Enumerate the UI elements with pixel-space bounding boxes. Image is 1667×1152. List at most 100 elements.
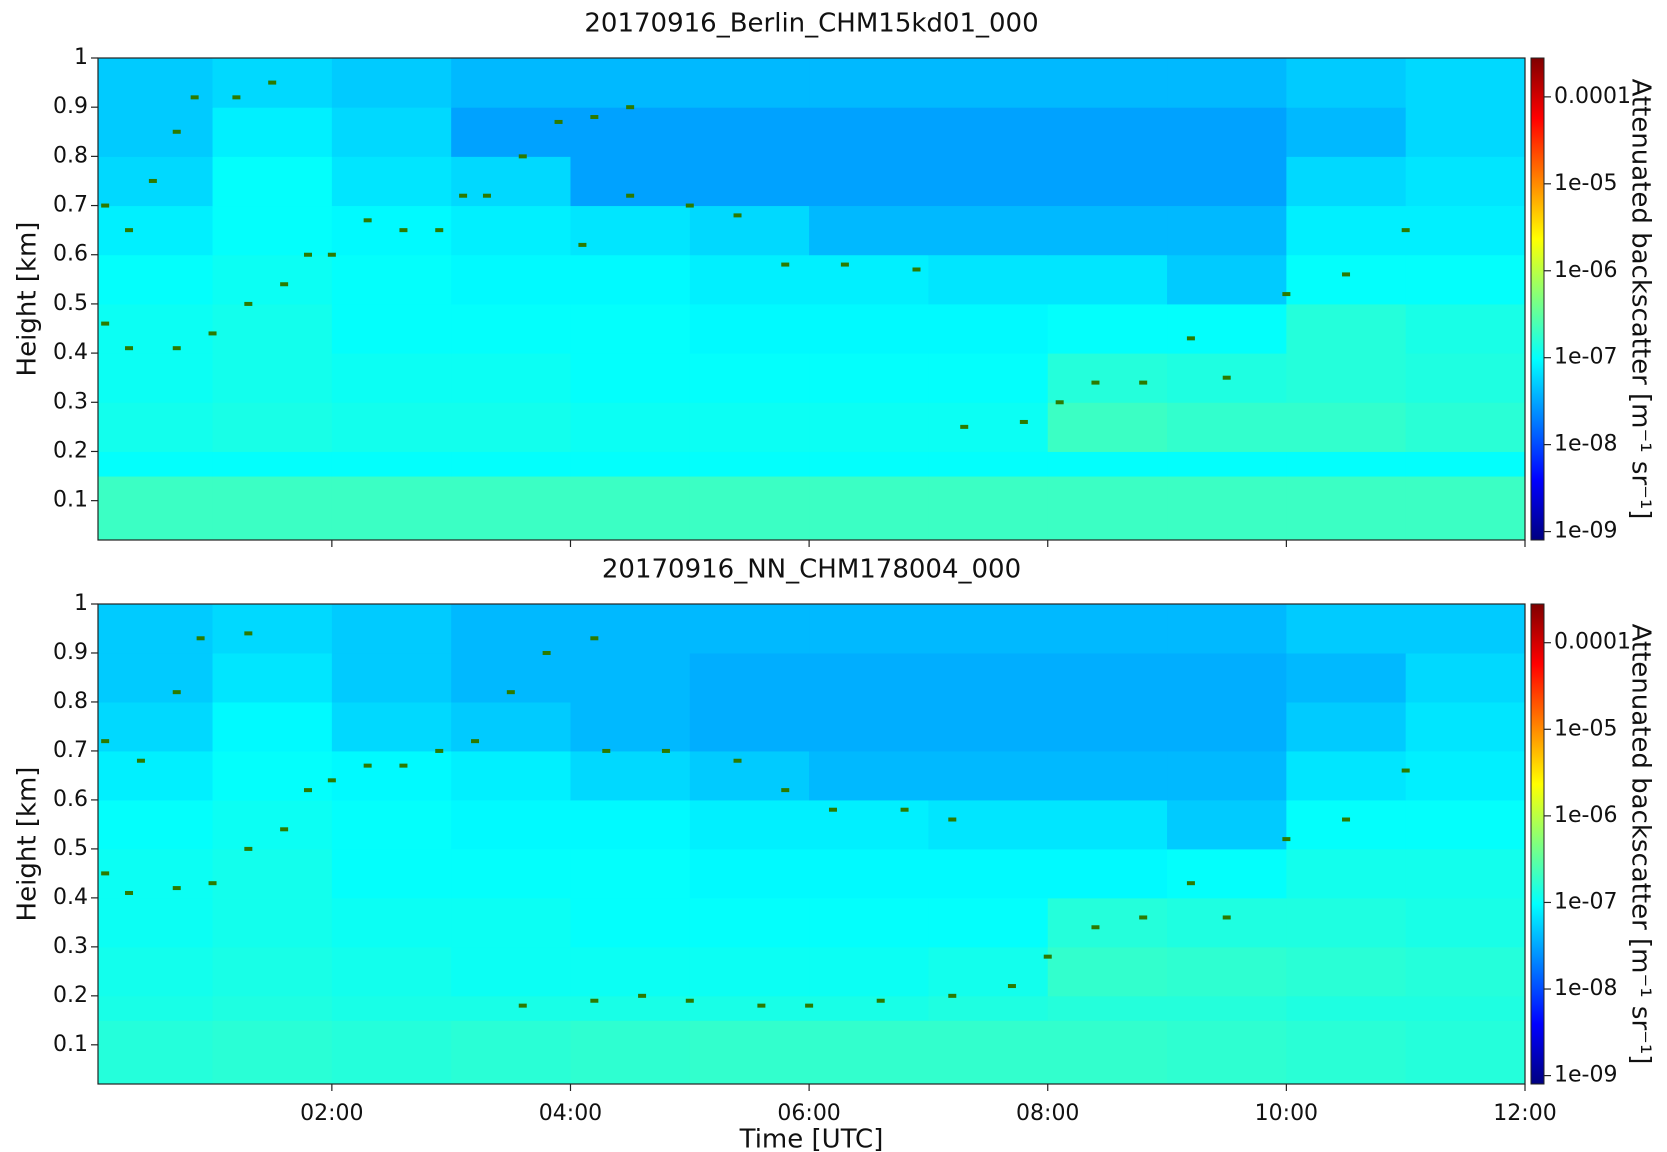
heatmap-cell xyxy=(98,1020,214,1085)
layer-point xyxy=(1282,837,1291,842)
colorbar xyxy=(1530,603,1545,1085)
layer-point xyxy=(280,282,289,287)
heatmap-cell xyxy=(809,799,929,850)
y-tick-label: 0.5 xyxy=(53,291,88,316)
heatmap-cell xyxy=(809,205,929,256)
y-tick-label: 0.3 xyxy=(53,934,88,959)
heatmap-cell xyxy=(928,58,1049,108)
heatmap-cell xyxy=(1286,1020,1407,1085)
heatmap-cell xyxy=(1405,652,1526,703)
layer-point xyxy=(101,739,110,744)
heatmap-cell xyxy=(331,604,452,654)
heatmap-cell xyxy=(809,476,929,541)
heatmap-cell xyxy=(689,604,810,654)
heatmap-cell xyxy=(1405,58,1526,108)
layer-point xyxy=(1222,915,1231,920)
layer-point xyxy=(590,998,599,1003)
layer-point xyxy=(101,871,110,876)
heatmap-cell xyxy=(98,254,214,305)
layer-point xyxy=(626,105,635,110)
heatmap-cell xyxy=(451,946,571,997)
heatmap-cell xyxy=(928,1020,1049,1085)
x-tick-label: 02:00 xyxy=(300,1101,363,1126)
layer-point xyxy=(435,748,444,753)
x-tick-label: 08:00 xyxy=(1016,1101,1079,1126)
heatmap-cell xyxy=(1286,353,1407,403)
heatmap-cell xyxy=(689,451,810,477)
heatmap-cell xyxy=(212,750,333,801)
heatmap-cell xyxy=(451,451,571,477)
heatmap-cell xyxy=(1405,451,1526,477)
heatmap-cell xyxy=(928,107,1049,157)
layer-point xyxy=(1055,400,1064,405)
layer-point xyxy=(1186,881,1195,886)
heatmap-cell xyxy=(689,897,810,948)
heatmap-cell xyxy=(689,476,810,541)
plot-frame xyxy=(97,57,1526,541)
heatmap-cell xyxy=(689,799,810,850)
heatmap-cell xyxy=(451,897,571,948)
layer-point xyxy=(1019,419,1028,424)
heatmap-cell xyxy=(570,897,691,948)
heatmap-cell xyxy=(1405,205,1526,256)
heatmap-cell xyxy=(689,652,810,703)
heatmap-cell xyxy=(1167,402,1287,452)
layer-point xyxy=(136,758,145,763)
heatmap-cell xyxy=(1286,476,1407,541)
heatmap-cell xyxy=(570,303,691,354)
heatmap-cell xyxy=(212,604,333,654)
heatmap-cell xyxy=(570,995,691,1021)
layer-point xyxy=(172,886,181,891)
heatmap-cell xyxy=(689,58,810,108)
layer-point xyxy=(900,807,909,812)
heatmap-cell xyxy=(1047,58,1168,108)
layer-point xyxy=(578,242,587,247)
chart-title: 20170916_NN_CHM178004_000 xyxy=(602,555,1021,585)
heatmap-cell xyxy=(1167,107,1287,157)
heatmap-cell xyxy=(98,353,214,403)
heatmap-cell xyxy=(98,58,214,108)
layer-point xyxy=(125,346,134,351)
heatmap-cell xyxy=(1167,750,1287,801)
layer-point xyxy=(590,115,599,120)
heatmap-cell xyxy=(1405,1020,1526,1085)
heatmap-cell xyxy=(1047,701,1168,752)
heatmap-cell xyxy=(570,750,691,801)
heatmap-cell xyxy=(451,107,571,157)
y-axis-label: Height [km] xyxy=(13,222,43,377)
heatmap-cell xyxy=(570,1020,691,1085)
heatmap-cell xyxy=(689,205,810,256)
heatmap-cell xyxy=(331,156,452,207)
colorbar-label: Attenuated backscatter [m⁻¹ sr⁻¹] xyxy=(1626,79,1656,520)
heatmap-cell xyxy=(570,799,691,850)
heatmap-cell xyxy=(1286,156,1407,207)
heatmap-cell xyxy=(1286,58,1407,108)
heatmap-cell xyxy=(928,254,1049,305)
heatmap-cell xyxy=(928,353,1049,403)
heatmap-cell xyxy=(98,107,214,157)
heatmap-cell xyxy=(689,303,810,354)
layer-point xyxy=(172,346,181,351)
heatmap-cell xyxy=(1405,897,1526,948)
heatmap-cell xyxy=(451,1020,571,1085)
layer-point xyxy=(196,636,205,641)
heatmap-cell xyxy=(1167,451,1287,477)
heatmap-cell xyxy=(212,897,333,948)
heatmap-cell xyxy=(331,254,452,305)
heatmap-cell xyxy=(212,476,333,541)
heatmap-cell xyxy=(1286,254,1407,305)
layer-point xyxy=(1222,375,1231,380)
layer-point xyxy=(482,193,491,198)
y-tick-label: 0.6 xyxy=(53,787,88,812)
layer-point xyxy=(948,817,957,822)
colorbar-tick-label: 0.0001 xyxy=(1554,84,1631,109)
layer-point xyxy=(542,650,551,655)
layer-point xyxy=(244,631,253,636)
heatmap-cell xyxy=(451,402,571,452)
x-axis-label: Time [UTC] xyxy=(739,1125,884,1152)
heatmap-cell xyxy=(1405,799,1526,850)
layer-point xyxy=(781,262,790,267)
heatmap-cell xyxy=(1167,1020,1287,1085)
y-tick-label: 0.2 xyxy=(53,983,88,1008)
